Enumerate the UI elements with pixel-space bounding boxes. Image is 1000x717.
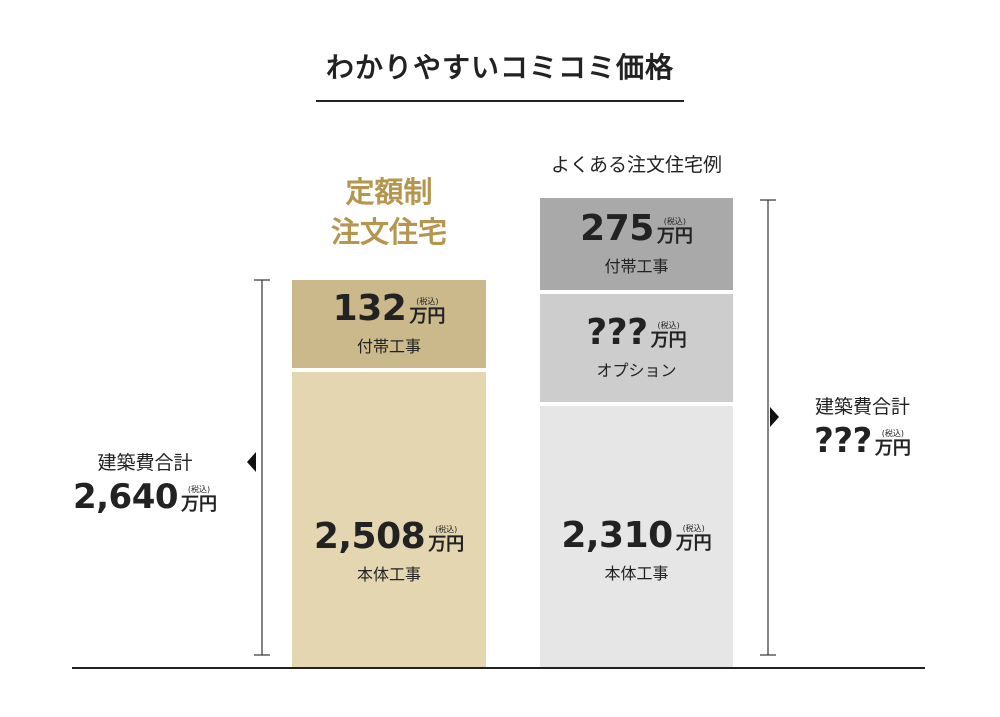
segment-label: 付帯工事 [604, 257, 669, 276]
segment-label: 本体工事 [604, 564, 669, 583]
pointer-right [770, 407, 779, 427]
unit-group: (税込) 万円 [657, 217, 693, 247]
unit: 万円 [181, 494, 218, 515]
plan-name: よくある注文住宅例 [550, 154, 722, 176]
plan-name-line: 注文住宅 [330, 215, 447, 249]
amount-number: 2,508 [313, 516, 426, 557]
segment-box [540, 198, 733, 290]
segment-box [540, 294, 733, 402]
amount-number: 275 [580, 208, 654, 249]
amount: 2,310 (税込) 万円 [561, 518, 711, 554]
segment-label: オプション [596, 361, 677, 380]
amount: 132 (税込) 万円 [333, 291, 446, 327]
unit: 万円 [409, 306, 446, 327]
segment: ??? (税込) 万円 オプション [540, 294, 733, 402]
tax-note: (税込) [663, 217, 686, 226]
amount-number: 2,310 [561, 515, 673, 556]
amount: 275 (税込) 万円 [580, 211, 693, 247]
segment: 2,310 (税込) 万円 本体工事 [540, 451, 733, 651]
tax-note: (税込) [881, 429, 904, 438]
total-label: 建築費合計 [814, 396, 910, 418]
unit: 万円 [656, 226, 693, 247]
unit-group: (税込) 万円 [676, 524, 712, 554]
unit: 万円 [650, 330, 687, 351]
plan-name-line: 定額制 [345, 175, 433, 209]
amount-number: 2,640 [72, 477, 179, 517]
total: 建築費合計??? (税込) 万円 [770, 392, 955, 459]
amount-number: ??? [814, 421, 872, 461]
unit: 万円 [428, 534, 465, 555]
tax-note: (税込) [657, 321, 680, 330]
segment: 2,508 (税込) 万円 本体工事 [292, 452, 486, 652]
segment: 132 (税込) 万円 付帯工事 [292, 280, 486, 368]
tax-note: (税込) [416, 297, 439, 306]
unit-group: (税込) 万円 [181, 485, 217, 515]
total: 建築費合計 2,640 (税込) 万円 [50, 448, 240, 515]
segment-label: 付帯工事 [356, 337, 421, 356]
amount-number: ??? [586, 312, 648, 353]
page-title: わかりやすいコミコミ価格 [325, 51, 674, 84]
total-label: 建築費合計 [97, 452, 193, 474]
unit-group: (税込) 万円 [651, 321, 687, 351]
segment-label: 本体工事 [356, 565, 421, 584]
pointer-left [247, 452, 256, 472]
amount: 2,640 (税込) 万円 [50, 479, 240, 515]
segment: 275 (税込) 万円 付帯工事 [540, 198, 733, 290]
amount: ??? (税込) 万円 [770, 423, 955, 459]
tax-note: (税込) [187, 485, 211, 494]
unit-group: (税込) 万円 [875, 429, 911, 459]
amount: ??? (税込) 万円 [586, 315, 686, 351]
amount-number: 132 [332, 288, 407, 329]
unit-group: (税込) 万円 [428, 525, 464, 555]
segment-box [292, 280, 486, 368]
tax-note: (税込) [682, 524, 705, 533]
segment-box [292, 372, 486, 668]
unit-group: (税込) 万円 [409, 297, 445, 327]
bracket-right [760, 199, 776, 656]
unit: 万円 [675, 533, 712, 554]
plan-name: 定額制 注文住宅 [292, 172, 486, 252]
amount: 2,508 (税込) 万円 [314, 519, 464, 555]
tax-note: (税込) [435, 525, 458, 534]
bracket-left [254, 279, 270, 656]
unit: 万円 [874, 438, 911, 459]
segment-box [540, 406, 733, 668]
